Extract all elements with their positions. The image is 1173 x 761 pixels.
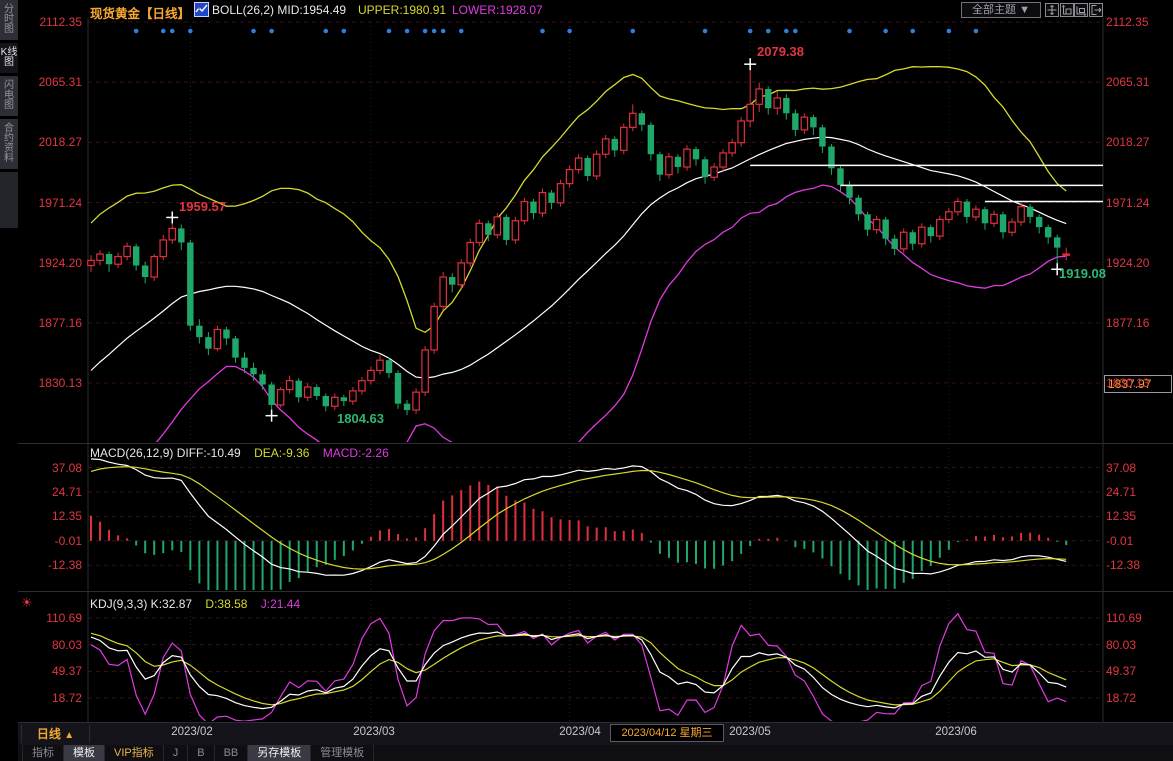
macd-y-axis-label: 37.08 xyxy=(51,460,82,475)
main-y-axis-label: 1830.13 xyxy=(1106,376,1150,391)
main-y-axis-label: 2065.31 xyxy=(1106,75,1150,90)
bottom-tab-1[interactable]: 模板 xyxy=(64,745,105,761)
bottom-tab-7[interactable]: 管理模板 xyxy=(311,745,375,761)
macd-macd-readout: MACD:-2.26 xyxy=(322,446,389,460)
x-axis-date-label: 2023/05 xyxy=(729,726,771,738)
kdj-y-axis-label: 80.03 xyxy=(1106,637,1137,652)
chart-logo-icon xyxy=(194,2,209,17)
sidebar-tab-1[interactable]: K线图 xyxy=(0,43,18,73)
main-y-axis-label: 1830.13 xyxy=(38,376,82,391)
bottom-tab-0[interactable]: 指标 xyxy=(22,745,64,761)
left-sidebar: 分时图 K线图闪电图合约资料 xyxy=(0,0,18,761)
kdj-y-axis-label: 80.03 xyxy=(51,637,82,652)
instrument-title: 现货黄金【日线】 xyxy=(90,7,191,21)
sidebar-tab-2[interactable]: 闪电图 xyxy=(0,76,18,116)
kdj-y-axis-label: 18.72 xyxy=(1106,691,1137,705)
annotation-high-price: 2079.38 xyxy=(757,44,804,59)
macd-dea-readout: DEA:-9.36 xyxy=(254,446,310,460)
main-y-axis-label: 1924.20 xyxy=(1106,255,1150,270)
main-y-axis-label: 1924.20 xyxy=(38,255,82,270)
x-axis-date-label: 2023/04 xyxy=(559,726,601,738)
macd-diff-readout: MACD(26,12,9) DIFF:-10.49 xyxy=(90,446,241,460)
kdj-lines xyxy=(90,612,1067,721)
grid-lines xyxy=(88,21,1103,721)
main-y-axis-label: 2018.27 xyxy=(1106,135,1150,150)
period-selector[interactable]: 日线 ▲ xyxy=(21,725,90,743)
annotation-jun-low: 1919.08 xyxy=(1059,266,1106,281)
cross-markers xyxy=(166,58,1064,422)
bottom-tab-6[interactable]: 另存模板 xyxy=(248,745,312,761)
x-axis-strip xyxy=(18,722,1173,746)
chevron-down-icon: ▼ xyxy=(1019,4,1030,16)
macd-histogram xyxy=(90,481,1068,590)
main-y-axis-label: 1971.24 xyxy=(1106,195,1150,210)
kdj-d-readout: D:38.58 xyxy=(205,597,248,611)
macd-lines xyxy=(90,458,1067,576)
kdj-y-axis-label: 110.69 xyxy=(46,611,82,625)
x-axis-date-label: 2023/03 xyxy=(353,726,395,738)
macd-y-axis-label: -12.38 xyxy=(47,558,82,573)
kdj-y-axis-label: 49.37 xyxy=(1106,664,1137,679)
main-y-axis-label: 2112.35 xyxy=(39,15,83,29)
period-label: 日线 xyxy=(36,727,61,741)
main-y-axis-label: 1877.16 xyxy=(1106,315,1150,330)
event-dots xyxy=(133,28,979,34)
x-axis-date-label: 2023/02 xyxy=(171,726,213,738)
macd-y-axis-label: -0.01 xyxy=(54,533,82,548)
sun-icon[interactable]: ☀ xyxy=(21,595,33,610)
sidebar-filler xyxy=(0,172,18,228)
kdj-header: KDJ(9,3,3) K:32.87 D:38.58 J:21.44 xyxy=(90,597,300,611)
panel-separators xyxy=(18,18,1173,745)
y-scale-icon[interactable] xyxy=(1059,3,1074,17)
main-y-axis-label: 2112.35 xyxy=(1106,15,1149,29)
bottom-tab-4[interactable]: B xyxy=(188,745,215,761)
bottom-tab-5[interactable]: BB xyxy=(215,745,249,761)
main-y-axis-label: 1971.24 xyxy=(38,195,82,210)
bottom-tab-bar: 指标 模板 VIP指标 J B BB 另存模板 管理模板 xyxy=(18,745,1173,761)
main-y-axis-label: 2065.31 xyxy=(38,75,82,90)
main-y-axis-label: 1877.16 xyxy=(38,315,82,330)
kdj-y-axis-label: 110.69 xyxy=(1106,611,1142,625)
macd-y-axis-label: 24.71 xyxy=(1106,484,1137,499)
kdj-y-axis-label: 49.37 xyxy=(51,664,82,679)
macd-y-axis-label: -0.01 xyxy=(1106,533,1134,548)
macd-y-axis-label: 12.35 xyxy=(51,509,82,524)
exit-icon[interactable] xyxy=(1088,3,1103,17)
sidebar-tab-0[interactable]: 分时图 xyxy=(0,0,18,40)
macd-y-axis-label: 24.71 xyxy=(51,484,82,499)
macd-header: MACD(26,12,9) DIFF:-10.49 DEA:-9.36 MACD… xyxy=(90,446,389,460)
macd-y-axis-label: 37.08 xyxy=(1106,460,1137,475)
crosshair-date-badge: 2023/04/12 星期三 xyxy=(610,724,724,742)
x-scale-icon[interactable] xyxy=(1074,3,1088,17)
annotation-feb-low: 1804.63 xyxy=(337,411,384,426)
boll-upper-readout: UPPER:1980.91 xyxy=(358,3,447,17)
macd-y-axis-label: 12.35 xyxy=(1106,509,1137,524)
macd-y-axis-label: -12.38 xyxy=(1106,558,1141,573)
annotation-jan-high: 1959.57 xyxy=(179,199,226,214)
pan-tool-icon[interactable] xyxy=(1045,3,1059,17)
theme-dropdown-label: 全部主题 xyxy=(972,4,1017,16)
candles xyxy=(87,64,1071,416)
theme-dropdown[interactable]: 全部主题 ▼ xyxy=(961,2,1041,18)
boll-lower-readout: LOWER:1928.07 xyxy=(452,3,543,17)
kdj-y-axis-label: 18.72 xyxy=(51,691,82,705)
triangle-up-icon: ▲ xyxy=(64,730,75,741)
bottom-tab-3[interactable]: J xyxy=(164,745,189,761)
boll-readout: BOLL(26,2) MID:1954.49 xyxy=(212,3,347,17)
kdj-j-readout: J:21.44 xyxy=(260,597,301,611)
x-axis-date-label: 2023/06 xyxy=(935,726,977,738)
sidebar-tab-3[interactable]: 合约资料 xyxy=(0,119,18,169)
kdj-k-readout: KDJ(9,3,3) K:32.87 xyxy=(90,597,193,611)
current-price-badge: 1837.97 xyxy=(1104,375,1172,393)
main-y-axis-label: 2018.27 xyxy=(38,135,82,150)
trend-lines xyxy=(750,164,1103,203)
bottom-tab-2[interactable]: VIP指标 xyxy=(105,745,164,761)
